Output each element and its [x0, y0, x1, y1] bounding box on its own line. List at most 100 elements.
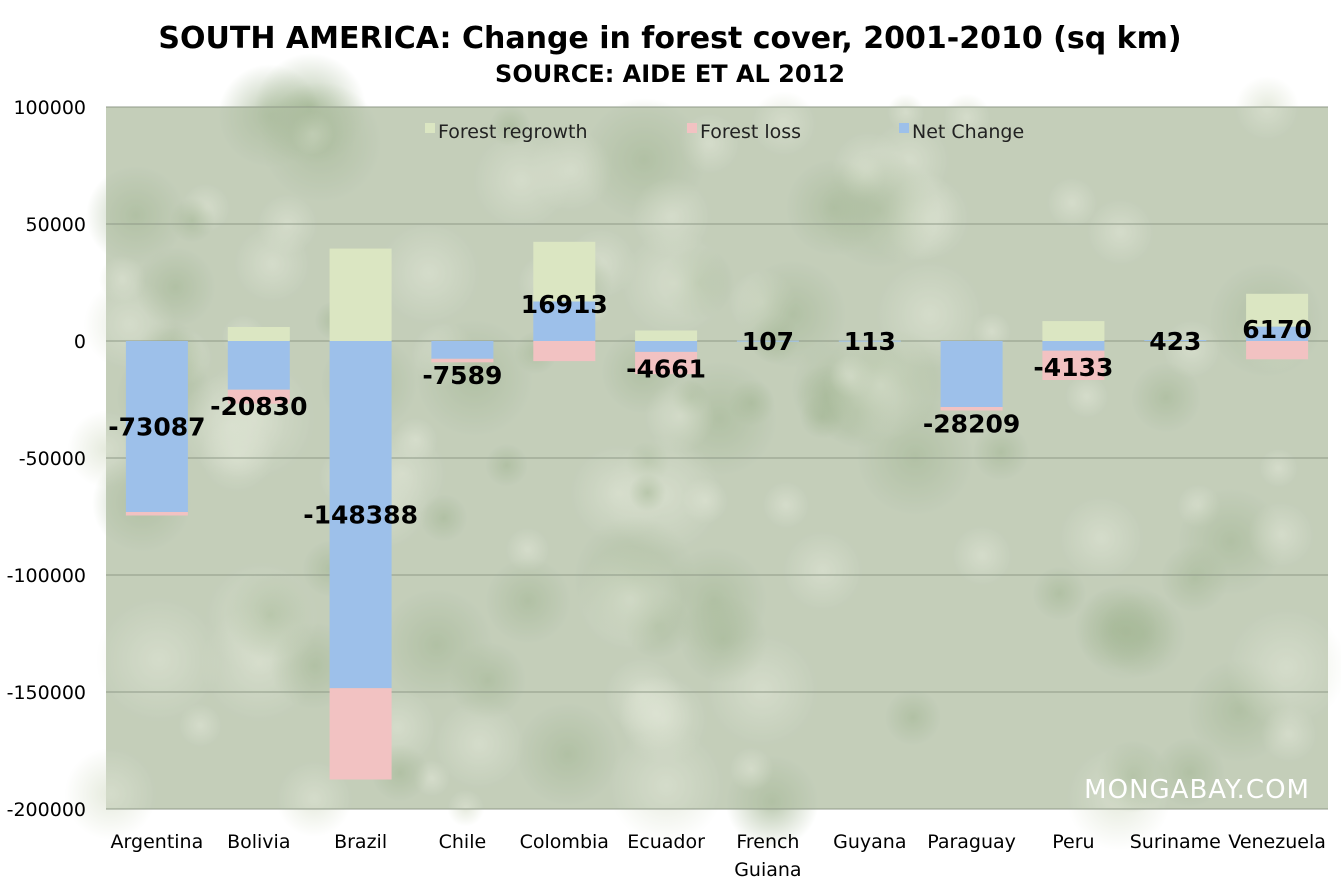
canopy-blob	[617, 675, 694, 752]
bar-forest-regrowth	[1042, 321, 1105, 341]
canopy-blob	[644, 381, 715, 452]
data-label: -4133	[1033, 353, 1113, 382]
bar-forest-loss	[940, 407, 1003, 411]
canopy-blob	[751, 91, 817, 157]
bar-forest-loss	[1246, 341, 1309, 360]
x-category-label: Argentina	[111, 831, 204, 853]
bar-forest-regrowth	[329, 248, 392, 341]
data-label: 113	[844, 327, 896, 356]
canopy-blob	[1160, 544, 1229, 613]
data-label: 423	[1149, 327, 1201, 356]
canopy-blob	[679, 595, 768, 684]
legend-swatch	[899, 123, 909, 133]
bar-forest-loss	[227, 389, 290, 404]
forest-canopy-background	[64, 53, 1341, 851]
data-label: 6170	[1242, 315, 1312, 344]
canopy-blob	[943, 93, 991, 142]
bar-forest-loss	[431, 358, 494, 363]
bar-net-change	[838, 340, 901, 342]
x-category-label: Venezuela	[1228, 831, 1326, 853]
x-axis-categories: Argentina Bolivia Brazil Chile Colombia Ecuad…	[111, 831, 1326, 881]
x-category-label: Bolivia	[227, 831, 290, 853]
canopy-blob	[393, 417, 438, 462]
bar-net-change	[431, 341, 494, 359]
bar-forest-loss	[635, 351, 698, 375]
canopy-blob	[729, 747, 774, 792]
y-tick-label: -150000	[7, 682, 86, 704]
canopy-blob	[472, 131, 571, 230]
data-label: -7589	[422, 361, 502, 390]
canopy-blob	[577, 546, 683, 652]
legend-swatch	[425, 123, 435, 133]
canopy-blob	[1096, 740, 1170, 813]
bar-net-change	[635, 341, 698, 352]
data-label: 107	[742, 327, 794, 356]
bar-net-change	[1144, 340, 1207, 341]
data-label: -4661	[626, 354, 706, 383]
canopy-blob	[628, 473, 667, 512]
data-labels: -73087-20830 -148388 -7589 16913 -4661 107 113…	[108, 290, 1312, 530]
data-label: -148388	[303, 501, 418, 530]
data-label: 16913	[521, 290, 608, 319]
canopy-blob	[169, 198, 215, 243]
canopy-blob	[1162, 319, 1221, 378]
canopy-blob	[820, 150, 938, 269]
canopy-blob	[178, 703, 222, 748]
canopy-blob	[886, 93, 925, 132]
bar-forest-loss	[329, 688, 392, 780]
canopy-blob	[1260, 705, 1318, 763]
canopy-blob	[135, 246, 216, 328]
canopy-blob	[447, 789, 485, 827]
canopy-blob	[1130, 362, 1202, 434]
chart-subtitle: SOURCE: AIDE ET AL 2012	[495, 60, 845, 88]
bar-net-change	[125, 341, 188, 512]
canopy-blob	[419, 494, 468, 542]
bar-forest-regrowth	[227, 327, 290, 341]
y-axis-ticks: 100000 50000 0 -50000 -100000 -150000 -200000	[7, 97, 86, 821]
x-category-label: French Guiana	[734, 831, 801, 881]
canopy-blob	[972, 424, 1030, 481]
y-tick-label: -50000	[19, 448, 86, 470]
canopy-blob	[1248, 501, 1315, 568]
plot-area: -73087-20830 -148388 -7589 16913 -4661 107 113…	[64, 53, 1341, 851]
canopy-blob	[217, 64, 321, 168]
legend-label: Forest loss	[700, 121, 801, 143]
canopy-blob	[449, 641, 527, 720]
x-category-label: Suriname	[1130, 831, 1221, 853]
y-tick-label: -200000	[7, 799, 86, 821]
bar-net-change	[1042, 341, 1105, 351]
canopy-blob	[515, 702, 620, 807]
chart-title: SOUTH AMERICA: Change in forest cover, 2…	[158, 21, 1181, 56]
canopy-blob	[64, 747, 157, 840]
legend-swatch	[687, 123, 697, 133]
canopy-blob	[86, 165, 186, 266]
canopy-blob	[98, 255, 146, 303]
canopy-blob	[1032, 566, 1087, 621]
bar-net-change	[940, 341, 1003, 407]
canopy-blob	[485, 443, 529, 487]
x-category-label: Chile	[439, 831, 487, 853]
bar-net-change	[533, 301, 596, 341]
canopy-blob	[762, 481, 810, 529]
x-category-label: Peru	[1052, 831, 1094, 853]
canopy-blob	[1087, 198, 1154, 266]
canopy-blob	[1226, 607, 1341, 728]
canopy-blob	[608, 728, 725, 844]
legend: Forest regrowth Forest loss Net Change	[425, 121, 1024, 143]
canopy-blob	[1234, 76, 1300, 141]
x-category-label: Paraguay	[927, 831, 1016, 853]
bar-forest-regrowth	[533, 241, 596, 302]
data-label: -28209	[923, 409, 1020, 438]
y-tick-label: -100000	[7, 565, 86, 587]
canopy-blob	[1064, 374, 1109, 419]
watermark: MONGABAY.COM	[1084, 775, 1310, 805]
legend-label: Forest regrowth	[438, 121, 588, 143]
y-tick-label: 100000	[13, 97, 86, 119]
legend-label: Net Change	[912, 121, 1024, 143]
x-category-label: Brazil	[334, 831, 387, 853]
bar-forest-loss	[125, 512, 188, 516]
data-label: -20830	[210, 392, 307, 421]
bar-net-change	[1246, 326, 1309, 341]
bar-net-change	[329, 341, 392, 689]
